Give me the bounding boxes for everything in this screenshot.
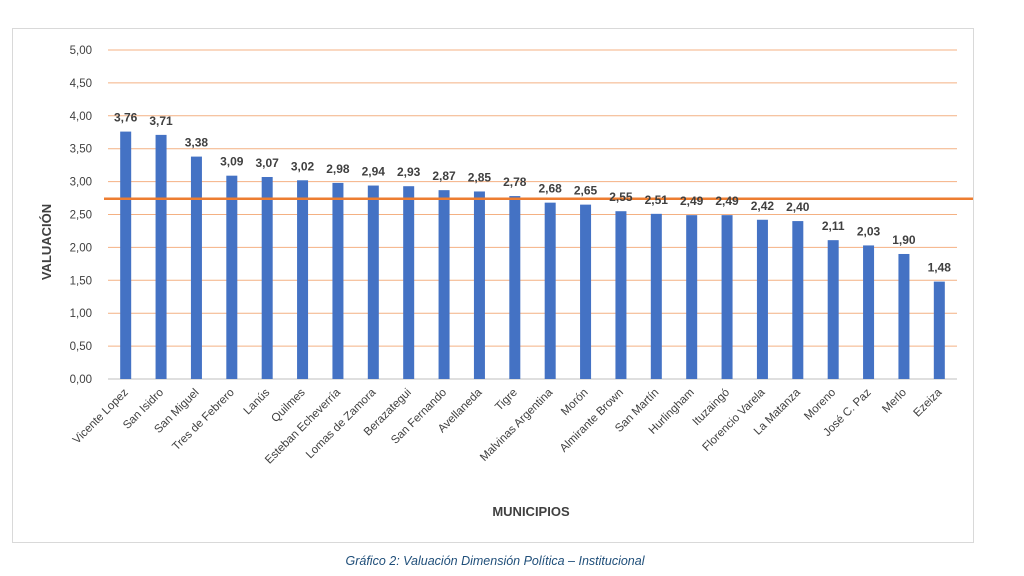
x-tick-label: Almirante Brown	[558, 387, 626, 455]
x-axis-title: MUNICIPIOS	[492, 504, 570, 519]
x-tick-label: Tigre	[493, 387, 520, 414]
x-tick-label: Moreno	[802, 387, 838, 423]
bar-chart: 0,00 0,50 1,00 1,50 2,00 2,50 3,00 3,50 4,00 4,50…	[39, 45, 973, 519]
bar	[155, 134, 167, 379]
bar-value-label: 2,78	[503, 175, 527, 189]
y-tick-label: 0,00	[70, 374, 92, 386]
bar-value-label: 2,11	[822, 219, 845, 233]
bar	[332, 182, 344, 379]
y-tick-label: 1,00	[70, 308, 92, 320]
bar-value-label: 1,48	[928, 261, 952, 275]
bar-value-label: 2,42	[751, 199, 775, 213]
y-tick-label: 4,00	[70, 111, 92, 123]
bar-value-label: 2,87	[432, 169, 456, 183]
bar	[509, 196, 521, 379]
x-tick-label: Merlo	[880, 387, 909, 416]
bar	[403, 186, 415, 379]
x-tick-label: Tres de Febrero	[170, 387, 236, 453]
bar	[438, 190, 450, 379]
bar-value-label: 3,07	[256, 156, 280, 170]
bar	[933, 281, 945, 379]
y-tick-label: 4,50	[70, 78, 92, 90]
bar-value-label: 2,51	[645, 193, 669, 207]
bar	[226, 175, 238, 379]
bar	[473, 191, 485, 379]
bar	[190, 156, 202, 379]
bar-value-label: 2,40	[786, 200, 810, 214]
bar	[721, 215, 733, 379]
y-tick-label: 0,50	[70, 341, 92, 353]
bar-value-label: 2,03	[857, 224, 881, 238]
bar-value-label: 3,76	[114, 111, 138, 125]
bar	[650, 213, 662, 379]
bar	[863, 245, 875, 379]
bars	[120, 131, 945, 379]
bar-value-label: 2,93	[397, 165, 421, 179]
x-tick-label: Lanús	[242, 386, 273, 417]
bar	[827, 240, 839, 379]
bar-value-label: 2,55	[609, 190, 633, 204]
bar	[367, 185, 379, 379]
bar	[898, 253, 910, 379]
bar-value-label: 3,09	[220, 155, 244, 169]
bar-value-label: 2,85	[468, 170, 492, 184]
bar-value-label: 2,98	[326, 162, 350, 176]
bar-value-label: 2,94	[362, 165, 386, 179]
y-axis-title: VALUACIÓN	[39, 204, 54, 280]
bar	[686, 215, 698, 379]
figure-caption: Gráfico 2: Valuación Dimensión Política …	[345, 554, 645, 568]
y-tick-label: 2,50	[70, 210, 92, 222]
bar	[792, 221, 804, 379]
bar-value-label: 2,49	[680, 194, 704, 208]
bar	[544, 202, 556, 379]
y-tick-label: 3,50	[70, 144, 92, 156]
bar-value-label: 3,02	[291, 159, 315, 173]
y-tick-label: 5,00	[70, 45, 92, 57]
bar-value-label: 2,49	[715, 194, 739, 208]
value-labels: 3,76 3,71 3,38 3,09 3,07 3,02 2,98 2,94 2,93 2,87…	[114, 111, 951, 275]
y-tick-label: 2,00	[70, 242, 92, 254]
bar-value-label: 1,90	[892, 233, 916, 247]
bar-value-label: 3,38	[185, 136, 209, 150]
y-tick-label: 3,00	[70, 177, 92, 189]
x-tick-label: Florencio Varela	[700, 386, 768, 454]
y-axis-ticks: 0,00 0,50 1,00 1,50 2,00 2,50 3,00 3,50 4,00 4,50…	[70, 45, 92, 386]
bar	[120, 131, 132, 379]
bar	[580, 204, 592, 379]
bar	[756, 219, 768, 379]
bar	[261, 176, 273, 379]
y-tick-label: 1,50	[70, 275, 92, 287]
bar-value-label: 3,71	[149, 114, 173, 128]
x-tick-label: Morón	[559, 387, 591, 419]
bar-value-label: 2,65	[574, 184, 598, 198]
chart-frame: 0,00 0,50 1,00 1,50 2,00 2,50 3,00 3,50 4,00 4,50…	[12, 28, 974, 543]
grid-lines	[108, 49, 957, 380]
bar	[615, 211, 627, 379]
bar-value-label: 2,68	[539, 182, 563, 196]
bar	[297, 180, 309, 379]
x-tick-label: Ezeiza	[912, 386, 945, 419]
x-tick-label: Vicente Lopez	[71, 386, 131, 446]
